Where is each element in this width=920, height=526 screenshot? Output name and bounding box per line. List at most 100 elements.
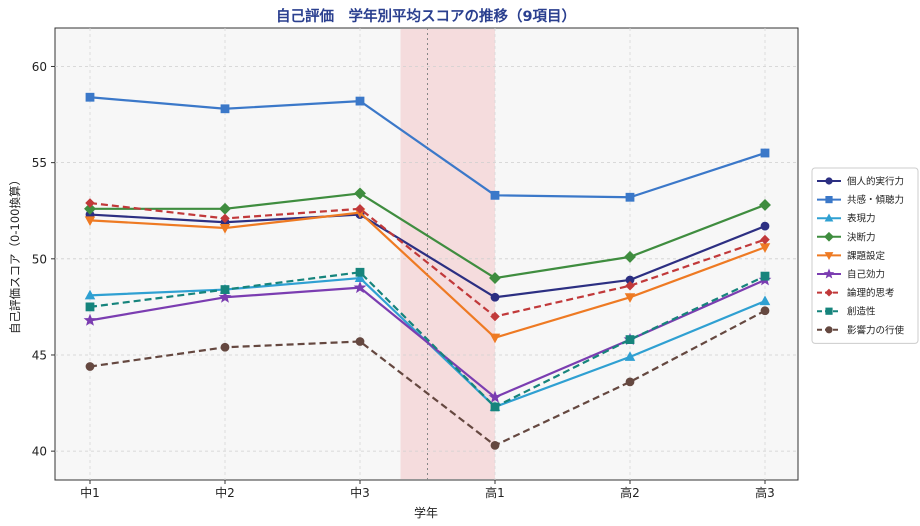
data-point (355, 204, 365, 214)
x-tick-label: 中1 (80, 485, 100, 500)
highlight-band (400, 29, 495, 479)
data-point (760, 234, 770, 245)
legend-marker (824, 213, 834, 222)
data-point (85, 362, 95, 371)
legend-marker (825, 288, 833, 297)
series-9 (85, 306, 770, 450)
series-7 (85, 198, 770, 322)
legend-item: 影響力の行使 (817, 324, 905, 336)
data-point (85, 198, 95, 208)
legend-item: 個人的実行力 (817, 176, 904, 188)
data-point (220, 285, 230, 294)
data-point (355, 337, 365, 346)
data-point (490, 190, 500, 200)
data-point (624, 351, 636, 361)
series-8 (85, 267, 770, 412)
data-point (490, 292, 500, 302)
data-point (353, 280, 367, 294)
legend-item: 自己効力 (817, 268, 885, 281)
data-point (760, 306, 770, 316)
series-line (90, 192, 766, 280)
data-point (489, 333, 501, 344)
legend-label: 共感・傾聴力 (847, 194, 904, 206)
series-line (89, 213, 766, 299)
data-point (83, 313, 97, 326)
legend-item: 課題設定 (817, 250, 886, 262)
series-line (89, 201, 766, 318)
x-tick-label: 高2 (620, 485, 640, 500)
legend-label: 決断力 (847, 231, 876, 243)
x-tick-label: 中3 (350, 485, 370, 500)
legend-marker (825, 326, 833, 334)
data-point (354, 187, 366, 200)
legend-marker (824, 252, 834, 261)
data-point (220, 213, 230, 224)
data-point (218, 290, 232, 303)
y-axis-label: 自己評価スコア（0-100換算） (8, 174, 22, 334)
x-axis-label: 学年 (414, 505, 438, 520)
legend-label: 自己効力 (847, 269, 885, 281)
data-point (490, 311, 500, 322)
data-point (219, 224, 231, 234)
data-point (760, 221, 770, 231)
data-point (84, 216, 96, 226)
data-point (84, 202, 96, 215)
x-tick-label: 高1 (485, 485, 505, 500)
data-point (490, 402, 500, 412)
legend-label: 個人的実行力 (847, 176, 904, 188)
data-point (625, 192, 635, 202)
data-point (490, 440, 500, 450)
y-tick-label: 50 (32, 252, 47, 266)
legend-marker (824, 231, 834, 242)
data-point (625, 377, 635, 387)
legend-label: 論理的思考 (847, 287, 895, 299)
legend-marker (825, 307, 833, 315)
series-line (89, 309, 766, 447)
legend-label: 課題設定 (847, 250, 886, 262)
data-point (220, 104, 230, 114)
chart-title: 自己評価 学年別平均スコアの推移（9項目） (276, 7, 576, 25)
data-point (85, 302, 95, 312)
legend-marker (823, 268, 835, 279)
data-point (625, 335, 635, 344)
data-point (355, 96, 365, 106)
data-point (84, 289, 96, 300)
series-line (89, 96, 766, 199)
data-point (624, 293, 636, 303)
legend-item: 決断力 (817, 231, 876, 243)
legend-label: 表現力 (847, 213, 876, 225)
data-point (355, 267, 365, 277)
legend-label: 影響力の行使 (847, 324, 905, 336)
data-point (759, 295, 771, 306)
series-line (89, 211, 766, 339)
y-tick-label: 55 (32, 156, 47, 170)
data-point (625, 280, 635, 291)
data-point (624, 250, 636, 263)
series-4 (84, 187, 771, 285)
legend-item: 論理的思考 (817, 287, 895, 299)
data-point (488, 390, 502, 403)
data-point (759, 198, 771, 211)
legend-box (811, 167, 919, 344)
legend-label: 創造性 (847, 306, 876, 318)
legend-item: 共感・傾聴力 (817, 194, 904, 206)
legend-marker (825, 177, 833, 185)
data-point (489, 272, 501, 285)
y-tick-label: 60 (32, 60, 47, 74)
data-point (85, 92, 95, 102)
x-tick-label: 中2 (215, 485, 235, 500)
legend-marker (825, 195, 833, 204)
legend-item: 表現力 (817, 213, 876, 225)
series-2 (85, 92, 770, 202)
y-tick-label: 40 (32, 445, 47, 459)
data-point (760, 271, 770, 281)
series-line (89, 271, 766, 409)
legend-item: 創造性 (817, 306, 876, 318)
data-point (760, 148, 770, 158)
x-tick-label: 高3 (755, 485, 775, 500)
y-tick-label: 45 (32, 348, 47, 362)
data-point (220, 342, 230, 352)
